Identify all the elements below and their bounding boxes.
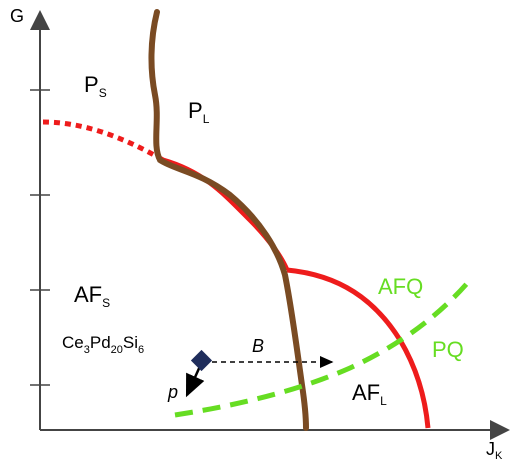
region-label-afl: AFL [352, 380, 387, 408]
pressure-arrow-p-label: p [167, 382, 178, 402]
y-axis-label: G [10, 6, 24, 26]
region-label-pl: PL [188, 98, 210, 126]
region-label-afs: AFS [74, 282, 110, 310]
compound-label: Ce3Pd20Si6 [62, 333, 144, 356]
ps-afs-boundary [42, 119, 165, 163]
region-label-afq: AFQ [378, 274, 423, 299]
kondo-breakdown-line [148, 9, 309, 431]
quantum-critical-line [174, 278, 472, 418]
field-arrow-b-label: B [252, 336, 264, 356]
region-label-ps: PS [84, 72, 107, 100]
x-axis-label: JK [486, 439, 503, 462]
pressure-arrow-p [185, 363, 205, 398]
sample-marker [190, 349, 213, 372]
pl-af-boundary [162, 157, 290, 272]
region-label-pq: PQ [432, 337, 464, 362]
